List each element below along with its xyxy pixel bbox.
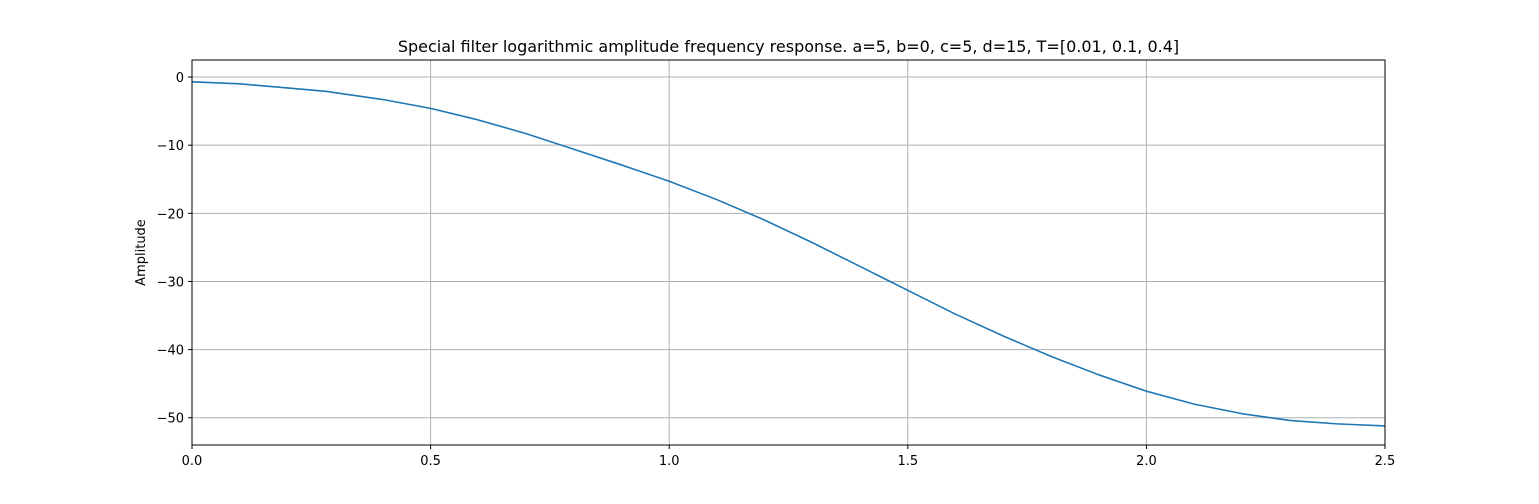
y-tick-label: −30 [157,275,184,290]
x-tick-label: 1.0 [659,454,680,469]
y-tick-label: −50 [157,412,184,427]
x-tick-label: 2.5 [1375,454,1396,469]
x-tick-label: 1.5 [897,454,918,469]
x-tick-label: 0.0 [182,454,203,469]
y-axis-label: Amplitude [134,219,149,286]
y-tick-label: −40 [157,344,184,359]
y-tick-label: −20 [157,207,184,222]
series-layer [191,81,1386,427]
plot-frame [191,59,1386,446]
axis-ticks: 0.0 0.5 1.0 1.5 2.0 2.5 0 −10 −20 −30 −40 −50 [157,71,1396,469]
x-tick-label: 0.5 [420,454,441,469]
y-tick-label: −10 [157,139,184,154]
x-tick-label: 2.0 [1136,454,1157,469]
series-line [191,81,1386,427]
y-tick-label: 0 [176,71,184,86]
chart-title: Special filter logarithmic amplitude fre… [398,37,1179,56]
